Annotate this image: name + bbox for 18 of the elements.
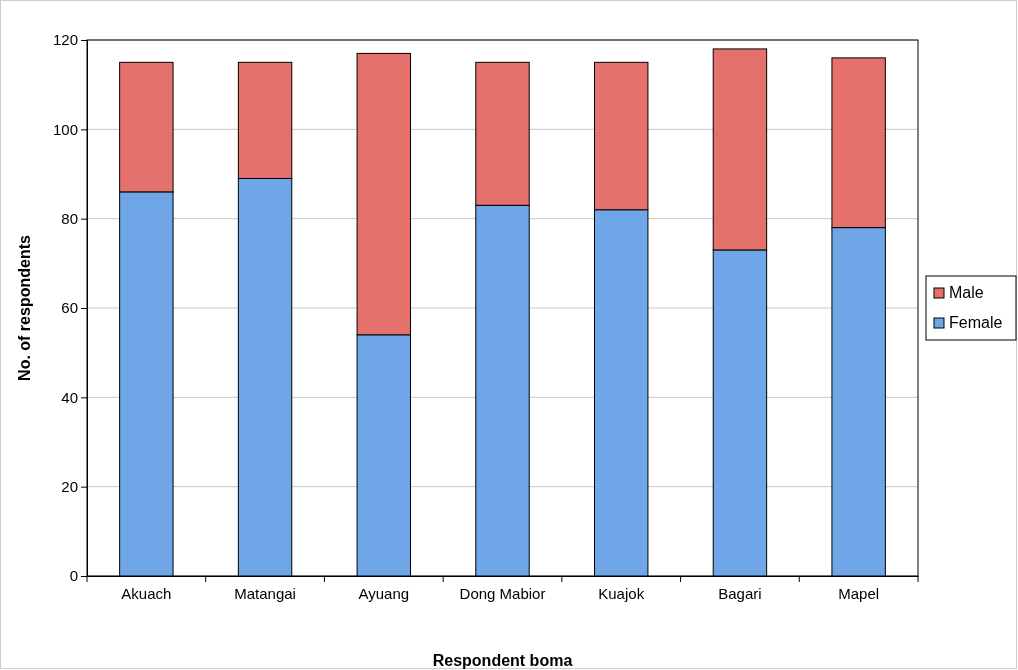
y-tick-label: 40 <box>61 388 78 406</box>
x-tick-label: Bagari <box>718 584 762 602</box>
x-tick-label: Mapel <box>838 584 880 602</box>
x-tick-label: Ayuang <box>358 584 410 602</box>
x-tick-label: Kuajok <box>598 584 645 602</box>
legend-label: Female <box>949 314 1003 331</box>
y-tick-label: 0 <box>69 567 78 585</box>
y-tick-label: 20 <box>61 477 78 495</box>
x-axis-title: Respondent boma <box>432 652 573 669</box>
legend-label: Male <box>949 284 984 301</box>
y-axis-title: No. of respondents <box>16 235 33 381</box>
y-tick-label: 60 <box>61 299 78 317</box>
x-tick-label: Matangai <box>234 584 296 602</box>
x-tick-label: Akuach <box>121 584 172 602</box>
y-tick-label: 120 <box>52 31 78 49</box>
y-tick-label: 80 <box>61 209 78 227</box>
x-tick-label: Dong Mabior <box>459 584 546 602</box>
y-tick-label: 100 <box>52 120 78 138</box>
